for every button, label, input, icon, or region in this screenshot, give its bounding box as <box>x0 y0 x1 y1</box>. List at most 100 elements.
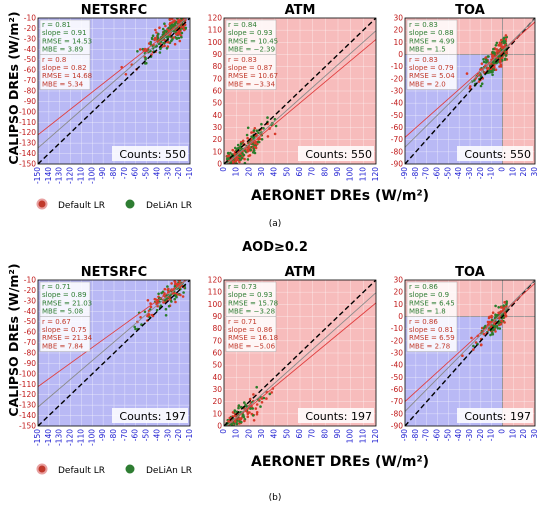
stat-default: MBE = 2.78 <box>409 342 450 350</box>
data-point <box>246 136 249 140</box>
data-point <box>253 145 257 149</box>
data-point <box>503 321 506 324</box>
data-point <box>241 139 245 143</box>
stat-delian: MBE = 5.08 <box>42 308 83 316</box>
data-point <box>169 24 172 28</box>
x-tick-label: -140 <box>44 429 53 446</box>
data-point <box>146 299 150 302</box>
data-point <box>266 135 270 138</box>
data-point <box>146 314 149 318</box>
data-point <box>500 59 504 62</box>
data-point <box>494 304 497 308</box>
data-point <box>262 396 266 400</box>
x-tick-label: -140 <box>44 167 53 184</box>
x-tick-label: 120 <box>371 167 380 182</box>
stat-default: MBE = −5.06 <box>228 342 276 350</box>
fit-line-default <box>405 282 535 402</box>
data-point <box>495 48 499 51</box>
data-point <box>262 127 265 130</box>
legend-b: Default LR DeLiAn LR <box>36 463 192 476</box>
y-tick-label: -30 <box>24 296 36 305</box>
stat-delian: slope = 0.91 <box>42 29 87 37</box>
stat-delian: slope = 0.88 <box>409 29 454 37</box>
data-point <box>174 280 177 284</box>
data-point <box>490 316 494 319</box>
data-point <box>479 84 483 88</box>
legend-delian-label: DeLiAn LR <box>146 466 192 476</box>
y-tick-label: -130 <box>19 401 36 410</box>
stat-default: RMSE = 14.68 <box>42 72 92 80</box>
stat-default: MBE = 5.34 <box>42 80 84 88</box>
data-point <box>498 327 502 330</box>
data-point <box>499 323 503 326</box>
x-tick-label: 40 <box>270 167 279 177</box>
stats-default-box <box>406 54 458 90</box>
data-point <box>500 38 503 42</box>
y-tick-label: -10 <box>24 276 36 285</box>
stat-default: r = 0.67 <box>42 318 71 326</box>
y-tick-label: 110 <box>208 288 223 297</box>
x-tick-label: 30 <box>530 429 539 439</box>
data-point <box>181 295 185 298</box>
y-tick-label: 50 <box>212 99 222 108</box>
counts-text: Counts: 197 <box>464 410 531 423</box>
data-point <box>163 287 167 291</box>
y-tick-label: 30 <box>212 123 222 132</box>
y-tick-label: -10 <box>391 324 403 333</box>
data-point <box>252 129 256 132</box>
x-tick-label: -10 <box>487 167 496 179</box>
data-point <box>157 292 160 296</box>
x-tick-label: -20 <box>476 429 485 441</box>
stats-delian-box <box>225 19 277 55</box>
x-tick-label: -10 <box>185 167 194 179</box>
data-point <box>172 23 175 27</box>
data-point <box>246 148 249 152</box>
y-tick-label: -70 <box>24 338 36 347</box>
stat-delian: r = 0.81 <box>42 21 71 29</box>
data-point <box>493 325 497 329</box>
data-point <box>236 158 240 162</box>
stat-delian: RMSE = 21.03 <box>42 299 92 307</box>
data-point <box>497 306 501 309</box>
data-point <box>260 122 263 126</box>
y-tick-label: -10 <box>24 14 36 23</box>
y-tick-label: -50 <box>391 373 403 382</box>
x-tick-label: -120 <box>66 429 75 446</box>
x-tick-label: 0 <box>219 429 228 434</box>
data-point <box>502 304 506 307</box>
data-point <box>183 28 186 32</box>
y-tick-label: 80 <box>212 324 222 333</box>
y-tick-label: -20 <box>24 24 36 33</box>
data-point <box>270 391 274 394</box>
plot-area <box>38 18 190 164</box>
data-point <box>500 319 503 323</box>
y-tick-label: 10 <box>393 300 403 309</box>
y-tick-label: -70 <box>24 76 36 85</box>
stat-default: slope = 0.79 <box>409 64 454 72</box>
y-tick-label: 30 <box>393 276 403 285</box>
counts-text: Counts: 550 <box>464 148 531 161</box>
counts-bg <box>457 408 533 423</box>
x-tick-label: -80 <box>109 167 118 179</box>
x-tick-label: -80 <box>109 429 118 441</box>
stat-delian: r = 0.73 <box>228 283 257 291</box>
stat-delian: r = 0.83 <box>409 21 438 29</box>
y-tick-label: 80 <box>212 62 222 71</box>
data-point <box>231 415 235 418</box>
y-tick-label: -130 <box>19 139 36 148</box>
y-tick-label: -40 <box>391 361 403 370</box>
data-point <box>177 32 180 35</box>
y-tick-label: -150 <box>19 422 36 431</box>
data-point <box>252 149 256 152</box>
x-tick-label: -70 <box>120 167 129 179</box>
y-tick-label: -60 <box>391 385 403 394</box>
data-point <box>230 422 234 426</box>
x-tick-label: 20 <box>244 429 253 439</box>
panel-title: TOA <box>455 265 485 280</box>
panel-title: TOA <box>455 3 485 18</box>
data-point <box>493 65 496 69</box>
x-tick-label: -90 <box>400 429 409 441</box>
x-tick-label: 20 <box>519 167 528 177</box>
data-point <box>461 354 464 358</box>
